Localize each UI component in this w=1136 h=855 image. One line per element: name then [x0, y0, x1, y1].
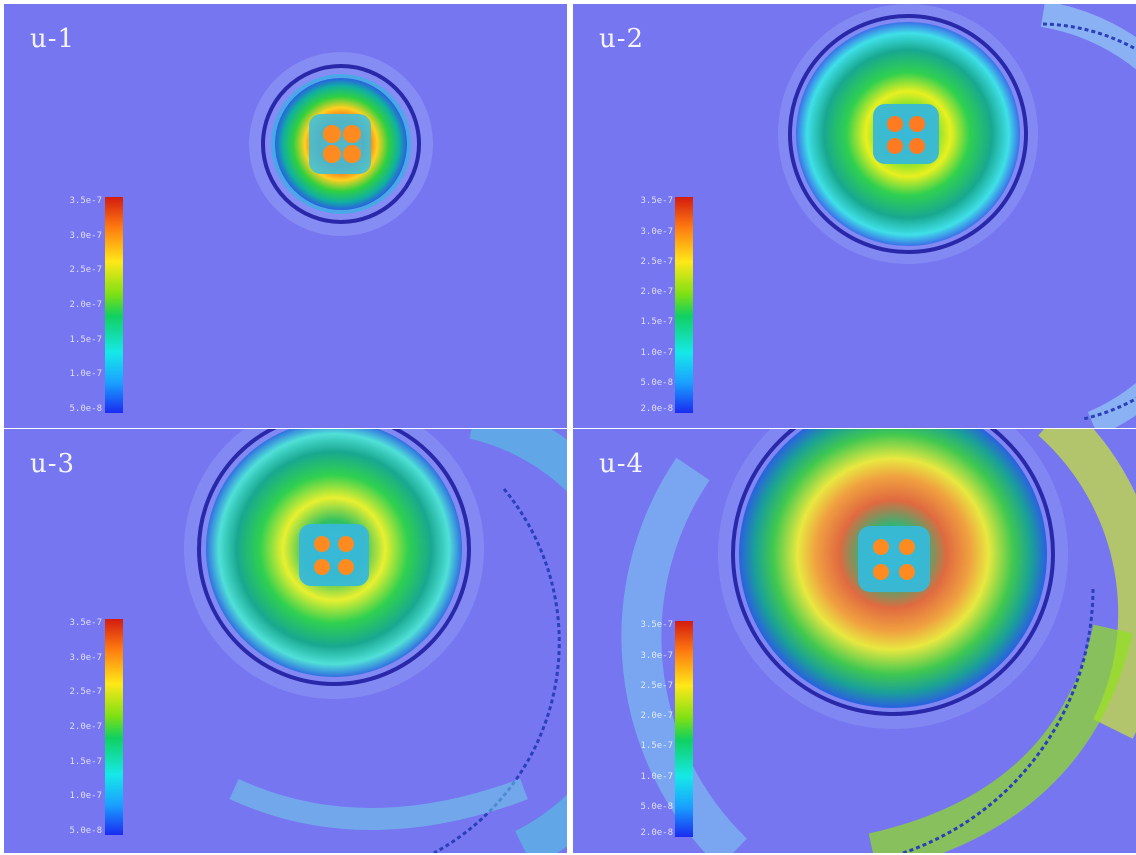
colorbar-tick-label: 1.5e-7 [69, 334, 102, 345]
colorbar-labels: 3.5e-7 3.0e-7 2.5e-7 2.0e-7 1.5e-7 1.0e-… [587, 196, 673, 414]
colorbar [105, 197, 123, 413]
colorbar [105, 619, 123, 835]
colorbar-tick-label: 2.0e-7 [640, 711, 673, 722]
colorbar-tick-label: 1.0e-7 [640, 347, 673, 358]
colorbar-tick-label: 5.0e-8 [69, 825, 102, 836]
colorbar-tick-label: 2.0e-7 [640, 287, 673, 298]
colorbar-tick-label: 2.5e-7 [69, 687, 102, 698]
colorbar-tick-label: 2.0e-7 [69, 722, 102, 732]
colorbar-tick-label: 3.5e-7 [69, 618, 102, 629]
colorbar-tick-label: 3.5e-7 [640, 196, 673, 207]
panel-title: u-2 [599, 24, 645, 54]
colorbar-labels: 3.5e-7 3.0e-7 2.5e-7 2.0e-7 1.5e-7 1.0e-… [587, 620, 673, 838]
colorbar-tick-label: 2.0e-8 [640, 403, 673, 414]
field-plot-u-1 [249, 52, 433, 236]
colorbar-tick-label: 1.5e-7 [69, 756, 102, 767]
field-plot-u-3 [184, 429, 567, 853]
colorbar-tick-label: 3.0e-7 [69, 652, 102, 663]
colorbar-tick-label: 3.0e-7 [69, 230, 102, 241]
colorbar-tick-label: 5.0e-8 [69, 403, 102, 414]
colorbar-tick-label: 2.5e-7 [640, 680, 673, 691]
colorbar-tick-label: 1.0e-7 [69, 791, 102, 802]
colorbar-tick-label: 2.0e-7 [69, 300, 102, 310]
colorbar-tick-label: 1.0e-7 [69, 369, 102, 380]
colorbar-tick-label: 2.5e-7 [69, 265, 102, 276]
field-plot-u-4 [621, 429, 1136, 853]
colorbar-tick-label: 3.0e-7 [640, 226, 673, 237]
colorbar-tick-label: 1.5e-7 [640, 741, 673, 752]
colorbar-labels: 3.5e-7 3.0e-7 2.5e-7 2.0e-7 1.5e-7 1.0e-… [16, 618, 102, 836]
colorbar-tick-label: 5.0e-8 [640, 801, 673, 812]
panel-u-3: u-3 3.5e-7 3.0e-7 2.5e-7 2.0e-7 1.5e-7 1… [4, 429, 567, 853]
colorbar-tick-label: 2.0e-8 [640, 827, 673, 838]
colorbar [675, 197, 693, 413]
colorbar-tick-label: 2.5e-7 [640, 256, 673, 267]
colorbar [675, 621, 693, 837]
colorbar-tick-label: 3.5e-7 [640, 620, 673, 631]
colorbar-tick-label: 1.5e-7 [640, 317, 673, 328]
colorbar-tick-label: 3.0e-7 [640, 650, 673, 661]
panel-title: u-4 [599, 449, 645, 479]
colorbar-labels: 3.5e-7 3.0e-7 2.5e-7 2.0e-7 1.5e-7 1.0e-… [16, 196, 102, 414]
panel-title: u-1 [30, 24, 76, 54]
panel-u-4: u-4 3.5e-7 3.0e-7 2.5e-7 2.0e-7 1.5e-7 1… [573, 429, 1136, 853]
colorbar-tick-label: 1.0e-7 [640, 771, 673, 782]
panel-title: u-3 [30, 449, 76, 479]
panel-u-2: u-2 3.5e-7 3.0e-7 2.5e-7 2.0e-7 1.5e-7 1… [573, 4, 1136, 428]
colorbar-tick-label: 3.5e-7 [69, 196, 102, 207]
field-plot-u-2 [778, 4, 1136, 428]
colorbar-tick-label: 5.0e-8 [640, 377, 673, 388]
panel-u-1: u-1 3.5e-7 3.0e-7 2.5e-7 2.0e-7 1.5e-7 1… [4, 4, 567, 428]
